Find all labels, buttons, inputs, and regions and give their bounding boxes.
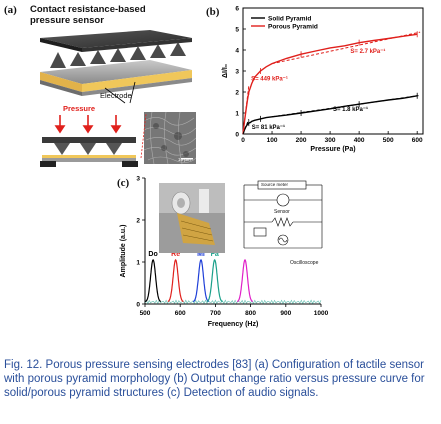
fit-line-porous-low: [242, 85, 250, 135]
x-tick-label-b: 300: [325, 137, 336, 144]
pressure-chart: 0 100 200 300 400 500 600 0 1 2 3 4 5 6 Pressure (Pa) Δ…: [222, 6, 424, 153]
legend-label: Porous Pyramid: [268, 24, 318, 31]
pressure-arrows: [54, 115, 122, 134]
y-axis-label-b: ΔI/I₀: [222, 64, 229, 78]
sensitivity-annotation: S= 2.7 kPa⁻¹: [350, 48, 385, 55]
x-tick-label-c: 600: [175, 310, 186, 317]
circuit-diagram: [236, 178, 328, 256]
panel-a-title-line1: Contact resistance-based: [30, 4, 146, 15]
y-tick-label-c: 2: [136, 218, 140, 225]
figure-caption: Fig. 12. Porous pressure sensing electro…: [4, 359, 425, 399]
x-axis-label-b: Pressure (Pa): [310, 146, 355, 153]
x-tick-label-c: 700: [210, 310, 221, 317]
y-tick-label-c: 0: [136, 302, 140, 309]
fit-line-porous-high: [271, 31, 421, 65]
peak-do: [145, 258, 162, 303]
noise-baseline: [144, 299, 322, 305]
peak-re: [167, 258, 184, 303]
legend-label: Solid Pyramid: [268, 16, 311, 23]
pyramid-array: [50, 42, 186, 68]
peak-mi: [192, 258, 210, 303]
sensitivity-annotation: S= 1.8 kPa⁻¹: [333, 106, 368, 113]
note-label-re: Re: [171, 251, 180, 258]
pressure-label: Pressure: [63, 104, 96, 113]
x-tick-label-b: 600: [412, 137, 423, 144]
y-tick-label-b: 4: [235, 48, 239, 55]
y-tick-label-b: 1: [235, 111, 239, 118]
panel-b-label: (b): [206, 6, 220, 18]
source-meter-label: Source meter: [261, 182, 289, 187]
note-label-mi: Mi: [197, 251, 205, 258]
zoom-line: [140, 113, 147, 159]
series-line-porous: [242, 33, 418, 135]
y-tick-label-c: 3: [136, 176, 140, 183]
top-plate-shape: [40, 30, 192, 48]
oscilloscope-label: Oscilloscope: [290, 260, 319, 266]
x-tick-label-c: 800: [245, 310, 256, 317]
sensitivity-annotation: S= 449 kPa⁻¹: [251, 75, 288, 82]
x-tick-label-c: 1000: [314, 310, 329, 317]
x-tick-label-b: 100: [267, 137, 278, 144]
x-tick-label-b: 200: [296, 137, 307, 144]
panel-a-title-line2: pressure sensor: [30, 15, 104, 26]
source-icon: [276, 193, 290, 207]
panel-a-title: Contact resistance-based pressure sensor: [30, 4, 146, 26]
peak-fa: [206, 258, 223, 303]
electrode-label: Electrode: [100, 91, 132, 100]
x-tick-label-b: 500: [383, 137, 394, 144]
sensor-label: Sensor: [274, 209, 290, 215]
y-tick-label-b: 3: [235, 69, 239, 76]
x-axis-label-c: Frequency (Hz): [208, 321, 259, 328]
speaker-photo: [159, 183, 225, 253]
x-tick-label-b: 0: [241, 137, 245, 144]
fit-line-solid-low: [242, 119, 250, 135]
pressure-diagram: [40, 115, 138, 167]
note-label-do: Do: [148, 251, 157, 258]
sensor-illustration: [40, 30, 192, 104]
sem-scale-label: 10 µm: [178, 157, 191, 162]
panel-c-label: (c): [117, 177, 130, 189]
sem-image: [144, 112, 196, 164]
sensitivity-annotation: S= 81 kPa⁻¹: [252, 124, 285, 131]
resistor-icon: [271, 217, 294, 227]
cross-pyramids: [54, 143, 122, 155]
panel-a-label: (a): [4, 4, 17, 16]
bottom-substrate-shape: [40, 60, 192, 84]
y-tick-label-b: 0: [235, 132, 239, 139]
y-tick-label-b: 6: [235, 6, 239, 13]
x-tick-label-c: 900: [280, 310, 291, 317]
cross-top-plate: [42, 137, 136, 143]
y-axis-label-c: Amplitude (a.u.): [120, 225, 127, 278]
x-tick-label-b: 400: [354, 137, 365, 144]
peak-sol: [236, 258, 254, 303]
y-tick-label-b: 5: [235, 27, 239, 34]
note-label-fa: Fa: [211, 251, 219, 258]
y-tick-label-c: 1: [136, 260, 140, 267]
x-tick-label-c: 500: [140, 310, 151, 317]
y-tick-label-b: 2: [235, 90, 239, 97]
